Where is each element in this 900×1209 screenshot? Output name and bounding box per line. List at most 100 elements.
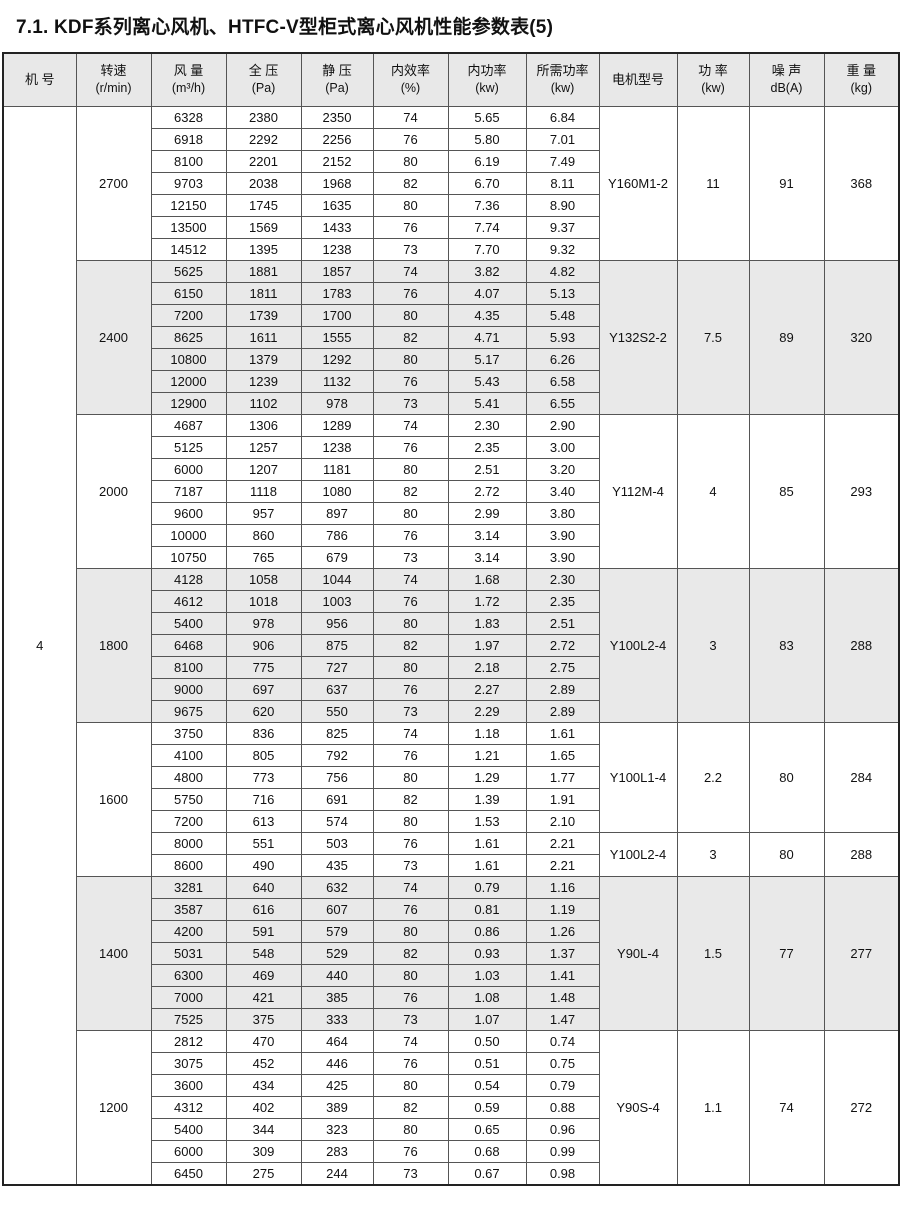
cell-total-pressure: 2038 [225, 172, 302, 195]
cell-air-volume: 4100 [150, 744, 227, 767]
cell-air-volume: 3281 [150, 876, 227, 899]
cell-machine-no: 4 [2, 106, 77, 1186]
cell-motor-power: 1.5 [676, 876, 750, 1031]
cell-speed: 1600 [75, 722, 152, 877]
cell-air-volume: 2812 [150, 1030, 227, 1053]
cell-air-volume: 6300 [150, 964, 227, 987]
cell-required-power: 4.82 [525, 260, 600, 283]
cell-total-pressure: 470 [225, 1030, 302, 1053]
cell-internal-power: 1.53 [447, 810, 527, 833]
cell-total-pressure: 452 [225, 1052, 302, 1075]
cell-required-power: 6.58 [525, 370, 600, 393]
cell-required-power: 2.21 [525, 854, 600, 877]
cell-static-pressure: 632 [300, 876, 374, 899]
cell-internal-power: 5.17 [447, 348, 527, 371]
cell-efficiency: 76 [372, 370, 449, 393]
cell-air-volume: 4200 [150, 920, 227, 943]
table-row: 4612 1018 1003 76 1.72 2.35 [3, 590, 899, 613]
cell-motor-model: Y132S2-2 [598, 260, 678, 415]
cell-air-volume: 6150 [150, 282, 227, 305]
table-row: 2000 4687 1306 1289 74 2.30 2.90 Y112M-4 4 85 293 [3, 414, 900, 569]
cell-internal-power: 2.99 [447, 502, 527, 525]
cell-required-power: 3.40 [525, 480, 600, 503]
cell-required-power: 6.26 [525, 348, 600, 371]
cell-internal-power: 6.70 [447, 172, 527, 195]
cell-required-power: 2.21 [525, 832, 600, 855]
cell-internal-power: 1.07 [447, 1008, 527, 1031]
cell-efficiency: 76 [372, 1052, 449, 1075]
cell-internal-power: 0.93 [447, 942, 527, 965]
table-row: 3587 616 607 76 0.81 1.19 [3, 898, 899, 921]
cell-air-volume: 10750 [150, 546, 227, 569]
page-title: 7.1. KDF系列离心风机、HTFC-V型柜式离心风机性能参数表(5) [16, 17, 554, 38]
cell-efficiency: 74 [372, 1030, 449, 1053]
cell-total-pressure: 697 [225, 678, 302, 701]
table-row: 8625 1611 1555 82 4.71 5.93 [3, 326, 899, 349]
cell-air-volume: 14512 [150, 238, 227, 261]
cell-total-pressure: 548 [225, 942, 302, 965]
cell-required-power: 5.93 [525, 326, 600, 349]
cell-efficiency: 74 [372, 876, 449, 899]
cell-internal-power: 1.83 [447, 612, 527, 635]
cell-total-pressure: 309 [225, 1140, 302, 1163]
cell-weight: 284 [823, 722, 900, 833]
cell-motor-power: 3 [676, 568, 750, 723]
table-row: 4 2700 6328 2380 2350 74 5.65 6.84 Y160M1-2 11 91 3… [2, 106, 900, 1186]
cell-air-volume: 8000 [150, 832, 227, 855]
cell-weight: 288 [823, 568, 900, 723]
cell-required-power: 9.37 [525, 216, 600, 239]
cell-static-pressure: 756 [300, 766, 374, 789]
col-header-machine-no: 机 号 [2, 52, 77, 107]
cell-required-power: 0.98 [525, 1162, 600, 1186]
cell-total-pressure: 836 [225, 722, 302, 745]
cell-required-power: 1.19 [525, 898, 600, 921]
cell-efficiency: 82 [372, 942, 449, 965]
cell-weight: 288 [823, 832, 900, 877]
cell-motor-model: Y100L2-4 [598, 568, 678, 723]
cell-static-pressure: 550 [300, 700, 374, 723]
header-sub: (%) [400, 81, 421, 96]
cell-total-pressure: 1881 [225, 260, 302, 283]
cell-required-power: 7.49 [525, 150, 600, 173]
cell-static-pressure: 1238 [300, 436, 374, 459]
cell-noise: 74 [748, 1030, 825, 1186]
table-row: 5031 548 529 82 0.93 1.37 [3, 942, 899, 965]
cell-air-volume: 12150 [150, 194, 227, 217]
table-row: 1800 4128 1058 1044 74 1.68 2.30 Y100L2-4 3 83 288 [3, 568, 900, 723]
cell-total-pressure: 1306 [225, 414, 302, 437]
cell-total-pressure: 620 [225, 700, 302, 723]
cell-efficiency: 76 [372, 832, 449, 855]
cell-total-pressure: 1611 [225, 326, 302, 349]
cell-required-power: 0.75 [525, 1052, 600, 1075]
cell-total-pressure: 2292 [225, 128, 302, 151]
cell-air-volume: 5125 [150, 436, 227, 459]
cell-air-volume: 5031 [150, 942, 227, 965]
table-row: 3075 452 446 76 0.51 0.75 [3, 1052, 899, 1075]
cell-required-power: 0.88 [525, 1096, 600, 1119]
cell-static-pressure: 574 [300, 810, 374, 833]
cell-internal-power: 3.14 [447, 524, 527, 547]
col-header-required-power: 所需功率 (kw) [525, 52, 600, 107]
cell-air-volume: 10000 [150, 524, 227, 547]
table-row: 9000 697 637 76 2.27 2.89 [3, 678, 899, 701]
cell-internal-power: 5.41 [447, 392, 527, 415]
header-sub: (m³/h) [171, 81, 206, 96]
cell-air-volume: 4800 [150, 766, 227, 789]
cell-total-pressure: 978 [225, 612, 302, 635]
cell-noise: 91 [748, 106, 825, 261]
cell-efficiency: 73 [372, 700, 449, 723]
cell-total-pressure: 434 [225, 1074, 302, 1097]
cell-static-pressure: 389 [300, 1096, 374, 1119]
cell-required-power: 1.16 [525, 876, 600, 899]
cell-internal-power: 7.36 [447, 194, 527, 217]
cell-noise: 80 [748, 722, 825, 833]
table-row: 8600 490 435 73 1.61 2.21 [3, 854, 899, 877]
cell-internal-power: 1.39 [447, 788, 527, 811]
cell-static-pressure: 1044 [300, 568, 374, 591]
cell-required-power: 3.20 [525, 458, 600, 481]
cell-required-power: 2.30 [525, 568, 600, 591]
cell-total-pressure: 616 [225, 898, 302, 921]
cell-internal-power: 4.71 [447, 326, 527, 349]
cell-efficiency: 76 [372, 216, 449, 239]
cell-total-pressure: 375 [225, 1008, 302, 1031]
